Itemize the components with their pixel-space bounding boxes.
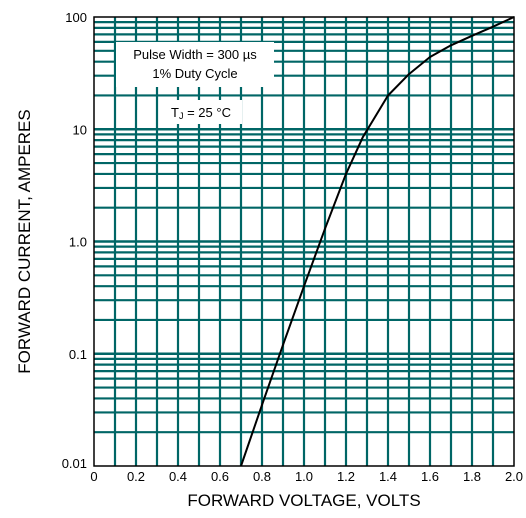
series-line (240, 16, 515, 467)
x-tick-label: 0.4 (169, 469, 187, 484)
annotation-temp-subscript: J (179, 111, 184, 121)
x-axis-title: FORWARD VOLTAGE, VOLTS (187, 491, 420, 510)
x-tick-label: 1.0 (295, 469, 313, 484)
annotation-duty-cycle: 1% Duty Cycle (152, 66, 237, 81)
x-tick-label: 1.8 (463, 469, 481, 484)
annotation-temperature: TJ = 25 °C (171, 105, 231, 121)
x-axis: 0 0.2 0.4 0.6 0.8 1.0 1.2 1.4 1.6 1.8 2.0 (90, 469, 523, 484)
series (240, 16, 515, 467)
plot-frame (93, 16, 515, 467)
annotation-temp-suffix: = 25 °C (183, 105, 230, 120)
y-tick-label: 1.0 (69, 235, 87, 250)
y-axis: 0.01 0.1 1.0 10 100 (62, 10, 87, 471)
x-tick-label: 0.8 (253, 469, 271, 484)
x-tick-label: 1.4 (379, 469, 397, 484)
annotation-pulse-width: Pulse Width = 300 µs (133, 47, 257, 62)
x-tick-label: 1.2 (337, 469, 355, 484)
y-tick-label: 0.1 (69, 347, 87, 362)
y-tick-label: 0.01 (62, 456, 87, 471)
annotation-box-temperature (160, 100, 242, 124)
x-tick-label: 0.2 (127, 469, 145, 484)
annotation-temp-prefix: T (171, 105, 179, 120)
x-tick-label: 0 (90, 469, 97, 484)
annotation: Pulse Width = 300 µs 1% Duty Cycle TJ = … (116, 42, 274, 124)
annotation-box-conditions (116, 42, 274, 87)
grid (94, 17, 514, 466)
y-tick-label: 100 (65, 10, 87, 25)
x-tick-label: 1.6 (421, 469, 439, 484)
y-tick-label: 10 (73, 122, 87, 137)
y-axis-title: FORWARD CURRENT, AMPERES (15, 109, 34, 373)
x-tick-label: 2.0 (505, 469, 523, 484)
x-tick-label: 0.6 (211, 469, 229, 484)
